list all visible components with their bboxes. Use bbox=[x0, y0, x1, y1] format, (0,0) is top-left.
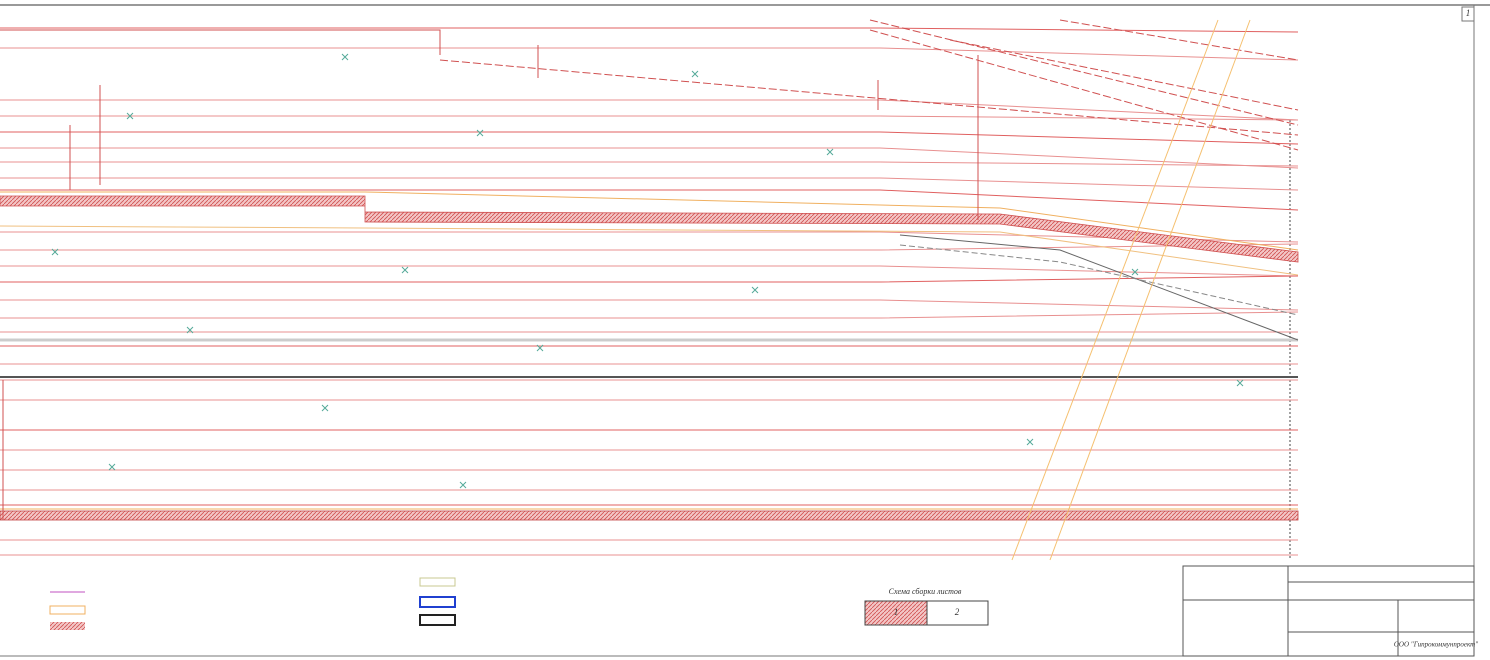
red-line bbox=[0, 147, 1299, 169]
hatched-band bbox=[0, 195, 1299, 263]
tree-mark bbox=[536, 344, 544, 352]
tree-mark bbox=[751, 286, 759, 294]
tree-mark bbox=[459, 481, 467, 489]
frame: 1 bbox=[0, 4, 1490, 657]
title-block-frame bbox=[1182, 565, 1475, 657]
tree-mark bbox=[1236, 379, 1244, 387]
red-dashed-line bbox=[949, 39, 1299, 111]
scheme-sheet bbox=[926, 600, 989, 626]
red-dashed-line bbox=[869, 29, 1299, 151]
tree-mark bbox=[186, 326, 194, 334]
plan bbox=[0, 19, 1299, 561]
tree-mark bbox=[826, 148, 834, 156]
red-line bbox=[0, 115, 1299, 121]
scheme-title: Схема сборки листов bbox=[889, 587, 962, 596]
tree-mark bbox=[126, 112, 134, 120]
tree-mark bbox=[321, 404, 329, 412]
orange-line bbox=[0, 191, 1299, 251]
red-line bbox=[0, 27, 1299, 33]
red-line bbox=[0, 189, 1299, 211]
red-dashed-line bbox=[869, 19, 1299, 126]
red-line bbox=[0, 47, 1299, 61]
tree-mark bbox=[1026, 438, 1034, 446]
sheet-box bbox=[1461, 6, 1475, 22]
legend-sample bbox=[50, 622, 85, 630]
gray-line bbox=[899, 244, 1299, 316]
tree-mark bbox=[401, 266, 409, 274]
red-line bbox=[0, 275, 1299, 283]
legend-sample bbox=[419, 596, 456, 608]
red-dashed-line bbox=[439, 59, 1299, 136]
legend-sample bbox=[49, 605, 86, 615]
tree-mark bbox=[1131, 268, 1139, 276]
red-line bbox=[0, 177, 1299, 191]
orange-line bbox=[1049, 19, 1251, 561]
tree-mark bbox=[51, 248, 59, 256]
red-line bbox=[0, 29, 441, 55]
gray-line bbox=[899, 234, 1299, 341]
hatched-band bbox=[0, 510, 1299, 521]
orange-line bbox=[1011, 19, 1219, 561]
sheet-number: 1 bbox=[1466, 8, 1471, 18]
tree-mark bbox=[691, 70, 699, 78]
legend-sample bbox=[419, 614, 456, 626]
title-block: ООО "Гипрокоммунпроект" bbox=[1182, 565, 1478, 657]
scheme-sheet-label: 2 bbox=[955, 607, 960, 617]
red-dashed-line bbox=[1059, 19, 1299, 61]
company: ООО "Гипрокоммунпроект" bbox=[1394, 641, 1478, 649]
assembly-scheme: Схема сборки листов 1 2 bbox=[864, 587, 989, 626]
orange-line bbox=[0, 225, 1299, 276]
red-line bbox=[0, 311, 1299, 319]
tree-mark bbox=[108, 463, 116, 471]
scheme-sheet-label: 1 bbox=[894, 607, 899, 617]
red-line bbox=[0, 243, 1299, 251]
red-line bbox=[0, 131, 1299, 145]
tree-mark bbox=[341, 53, 349, 61]
scheme-sheet bbox=[864, 600, 928, 626]
red-line bbox=[0, 99, 1299, 121]
legend bbox=[49, 577, 456, 630]
tree-mark bbox=[476, 129, 484, 137]
red-line bbox=[0, 299, 1299, 311]
legend-sample bbox=[419, 577, 456, 587]
red-line bbox=[0, 265, 1299, 277]
red-line bbox=[0, 161, 1299, 167]
